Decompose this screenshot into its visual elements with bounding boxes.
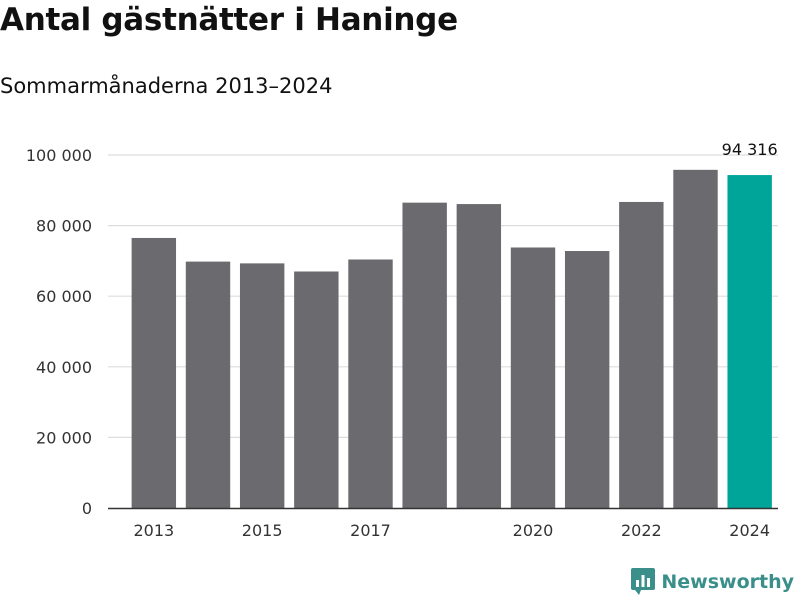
- y-tick-label: 60 000: [36, 287, 92, 306]
- bar-2015[interactable]: [239, 263, 285, 508]
- y-tick-label: 80 000: [36, 217, 92, 236]
- x-tick-label: 2015: [242, 521, 283, 540]
- newsworthy-brand[interactable]: Newsworthy: [631, 568, 794, 596]
- bar-2018[interactable]: [402, 202, 447, 508]
- y-tick-label: 20 000: [36, 428, 92, 447]
- x-tick-label: 2020: [513, 521, 554, 540]
- bar-2023[interactable]: [673, 169, 718, 509]
- bar-2016[interactable]: [294, 271, 339, 508]
- bar-2021[interactable]: [564, 251, 610, 509]
- bar-2013[interactable]: [131, 237, 177, 508]
- newsworthy-logo-icon: [631, 568, 656, 595]
- x-tick-label: 2013: [133, 521, 174, 540]
- bar-2024[interactable]: [727, 175, 772, 508]
- bar-chart: 0 20 000 40 000 60 000 80 000 100 000 2013 2015…: [26, 140, 778, 540]
- y-tick-label: 40 000: [36, 358, 92, 377]
- x-tick-label: 2017: [350, 521, 391, 540]
- bar-2017[interactable]: [348, 259, 393, 508]
- x-tick-label: 2022: [621, 521, 662, 540]
- x-tick-label: 2024: [729, 521, 770, 540]
- y-tick-label: 100 000: [26, 146, 92, 165]
- y-tick-label: 0: [82, 499, 92, 518]
- data-label: 94 316: [722, 140, 778, 159]
- chart-subtitle: Sommarmånaderna 2013–2024: [0, 74, 333, 98]
- bar-2014[interactable]: [185, 261, 231, 508]
- bar-2019[interactable]: [456, 204, 502, 508]
- brand-name: Newsworthy: [661, 571, 794, 593]
- bar-2020[interactable]: [510, 247, 556, 508]
- chart-title: Antal gästnätter i Haninge: [0, 2, 458, 38]
- bar-2022[interactable]: [619, 201, 664, 508]
